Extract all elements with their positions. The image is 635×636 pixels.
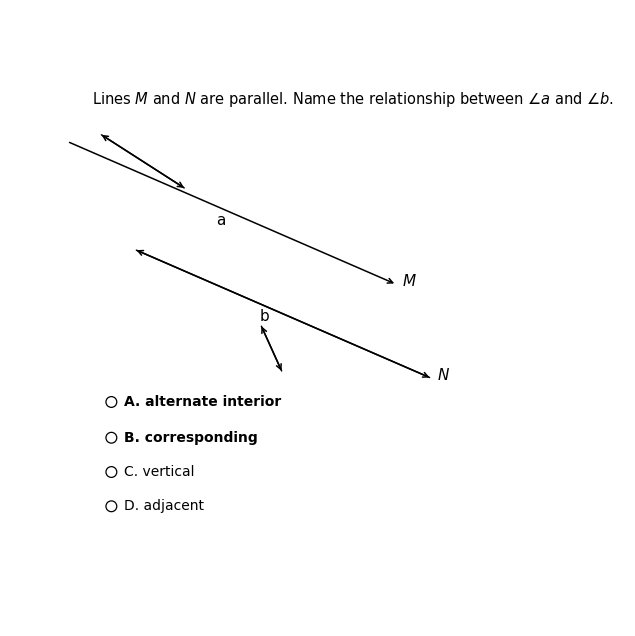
Text: a: a: [216, 214, 225, 228]
Text: A. alternate interior: A. alternate interior: [124, 395, 281, 409]
Text: Lines $\mathit{M}$ and $\mathit{N}$ are parallel. Name the relationship between : Lines $\mathit{M}$ and $\mathit{N}$ are …: [91, 90, 613, 109]
Text: $N$: $N$: [437, 367, 450, 383]
Text: b: b: [260, 309, 270, 324]
Text: $M$: $M$: [402, 273, 417, 289]
Text: C. vertical: C. vertical: [124, 465, 195, 479]
Text: B. corresponding: B. corresponding: [124, 431, 258, 445]
Text: D. adjacent: D. adjacent: [124, 499, 204, 513]
